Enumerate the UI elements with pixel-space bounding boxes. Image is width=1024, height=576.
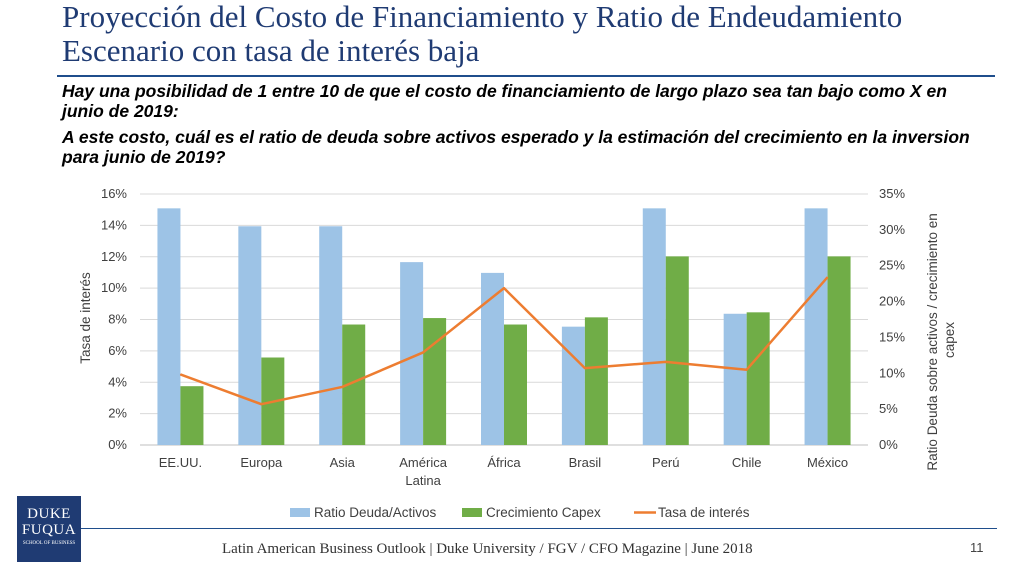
x-tick-label: África <box>487 455 521 470</box>
legend-label: Tasa de interés <box>658 505 750 520</box>
y-tick-left: 16% <box>101 186 127 201</box>
legend-label: Crecimiento Capex <box>486 505 601 520</box>
chart-line <box>179 276 829 406</box>
x-tick-label-line: América <box>399 455 447 470</box>
x-tick-label: EE.UU. <box>159 455 202 470</box>
slide-title-line2: Escenario con tasa de interés baja <box>62 33 480 68</box>
page-number: 11 <box>970 540 984 555</box>
bar-ratio-deuda-activos <box>804 208 828 445</box>
x-tick-label-line: EE.UU. <box>159 455 202 470</box>
point-tasa-de-interes <box>179 373 181 375</box>
question-text-1: Hay una posibilidad de 1 entre 10 de que… <box>62 81 947 121</box>
chart-ticks: 0% 2% 4% 6% 8% 10% 12% 14% 16% 0% 5% 10% 15% 20% 25% 30… <box>101 186 905 488</box>
point-tasa-de-interes <box>746 369 748 371</box>
bar-crecimiento-capex <box>746 312 770 445</box>
y-tick-right: 25% <box>879 258 905 273</box>
bar-ratio-deuda-activos <box>319 226 343 445</box>
x-tick-label-line: Latina <box>405 473 441 488</box>
logo-line2: FUQUA <box>21 522 77 538</box>
x-tick-label-line: México <box>807 455 848 470</box>
legend-swatch <box>290 508 310 517</box>
bar-crecimiento-capex <box>665 256 689 445</box>
x-tick-label: Europa <box>240 455 283 470</box>
y-tick-right: 15% <box>879 329 905 344</box>
y-tick-right: 0% <box>879 437 898 452</box>
legend-swatch <box>462 508 482 517</box>
point-tasa-de-interes <box>584 367 586 369</box>
point-tasa-de-interes <box>341 386 343 388</box>
legend-label: Ratio Deuda/Activos <box>314 505 437 520</box>
duke-fuqua-logo: DUKE FUQUA SCHOOL OF BUSINESS <box>17 496 81 562</box>
x-tick-label: México <box>807 455 848 470</box>
y-tick-left: 2% <box>108 406 127 421</box>
y-axis-right-label-line1: Ratio Deuda sobre activos / crecimiento … <box>925 213 940 470</box>
y-tick-right: 30% <box>879 222 905 237</box>
bar-crecimiento-capex <box>827 256 851 445</box>
y-axis-right-label: Ratio Deuda sobre activos / crecimiento … <box>925 209 957 470</box>
bar-ratio-deuda-activos <box>642 208 666 445</box>
y-tick-left: 12% <box>101 249 127 264</box>
bar-ratio-deuda-activos <box>157 208 181 445</box>
point-tasa-de-interes <box>422 351 424 353</box>
logo-line1: DUKE <box>27 506 71 522</box>
y-tick-left: 4% <box>108 374 127 389</box>
title-divider <box>57 75 995 77</box>
bar-crecimiento-capex <box>423 318 447 445</box>
chart-bars <box>157 208 851 445</box>
x-tick-label-line: Brasil <box>569 455 602 470</box>
bar-ratio-deuda-activos <box>400 262 424 445</box>
x-tick-label: Chile <box>732 455 762 470</box>
x-tick-label-line: Europa <box>240 455 283 470</box>
x-tick-label: América Latina <box>399 455 447 488</box>
x-tick-label-line: Asia <box>330 455 356 470</box>
y-tick-left: 6% <box>108 343 127 358</box>
bar-ratio-deuda-activos <box>561 326 585 445</box>
footer-text: Latin American Business Outlook | Duke U… <box>222 541 753 557</box>
y-axis-left-label: Tasa de interés <box>78 272 93 364</box>
bar-crecimiento-capex <box>504 324 527 445</box>
y-tick-left: 0% <box>108 437 127 452</box>
point-tasa-de-interes <box>827 276 829 278</box>
x-tick-label: Perú <box>652 455 679 470</box>
logo-line3: SCHOOL OF BUSINESS <box>22 541 76 546</box>
y-tick-right: 10% <box>879 365 905 380</box>
bar-ratio-deuda-activos <box>723 313 747 445</box>
slide-title-line1: Proyección del Costo de Financiamiento y… <box>62 0 903 34</box>
point-tasa-de-interes <box>665 361 667 363</box>
slide-title: Proyección del Costo de Financiamiento y… <box>62 0 1024 68</box>
x-tick-label: Asia <box>330 455 356 470</box>
x-tick-label-line: Perú <box>652 455 679 470</box>
x-tick-label-line: Chile <box>732 455 762 470</box>
y-tick-left: 8% <box>108 312 127 327</box>
x-tick-label-line: África <box>487 455 521 470</box>
y-tick-right: 20% <box>879 294 905 309</box>
y-tick-left: 10% <box>101 280 127 295</box>
bar-ratio-deuda-activos <box>481 272 504 445</box>
bar-crecimiento-capex <box>584 317 608 445</box>
y-axis-right-label-line2: capex <box>942 322 957 358</box>
bar-ratio-deuda-activos <box>238 226 262 445</box>
x-tick-label: Brasil <box>569 455 602 470</box>
footer-divider <box>22 528 997 529</box>
bar-crecimiento-capex <box>342 324 366 445</box>
chart-legend: Ratio Deuda/Activos Crecimiento Capex Tasa… <box>290 505 750 520</box>
question-text-2: A este costo, cuál es el ratio de deuda … <box>62 127 970 167</box>
y-tick-left: 14% <box>101 217 127 232</box>
point-tasa-de-interes <box>503 287 505 289</box>
y-tick-right: 35% <box>879 186 905 201</box>
point-tasa-de-interes <box>260 403 262 405</box>
y-tick-right: 5% <box>879 401 898 416</box>
bar-crecimiento-capex <box>180 386 204 445</box>
